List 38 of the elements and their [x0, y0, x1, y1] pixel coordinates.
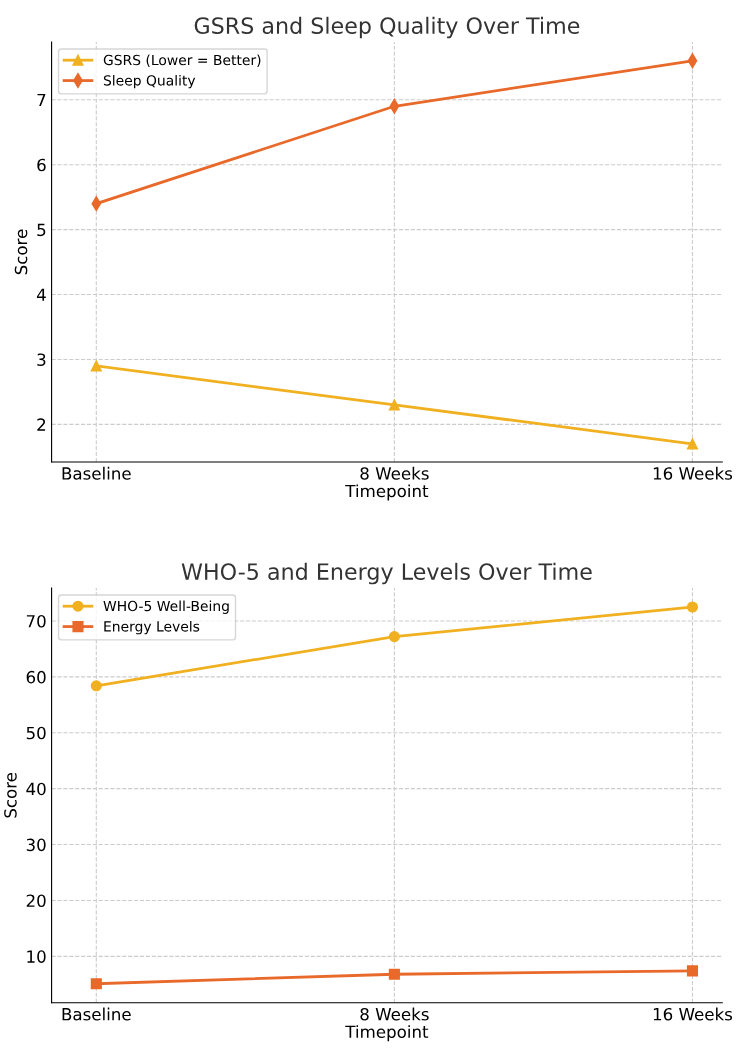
y-tick-label: 60: [26, 670, 46, 684]
point: [90, 680, 102, 692]
y-tick-label: 30: [26, 838, 46, 852]
y-tick-label: 70: [26, 614, 46, 628]
x-tick-label: 8 Weeks: [360, 1007, 429, 1021]
point: [90, 360, 102, 372]
x-tick-label: Baseline: [62, 466, 131, 480]
point: [90, 978, 102, 990]
y-axis-title: Score: [4, 772, 17, 818]
x-axis-title: Timepoint: [345, 1025, 429, 1042]
y-tick-label: 40: [26, 782, 46, 796]
y-tick-label: 10: [27, 950, 46, 963]
legend-label: Sleep Quality: [103, 74, 196, 89]
y-axis-title: Score: [14, 229, 28, 275]
x-tick-label: Baseline: [62, 1007, 131, 1021]
point: [388, 399, 400, 411]
legend-label: WHO-5 Well-Being: [103, 600, 229, 614]
y-tick-label: 6: [37, 158, 46, 172]
x-axis-title: Timepoint: [345, 484, 429, 501]
y-tick-label: 4: [36, 288, 46, 301]
x-tick-label: 16 Weeks: [653, 1007, 733, 1021]
y-tick-label: 7: [37, 93, 46, 107]
y-tick-label: 5: [37, 223, 46, 237]
legend-label: GSRS (Lower = Better): [103, 54, 261, 67]
x-tick-label: 8 Weeks: [360, 466, 429, 480]
chart-title: GSRS and Sleep Quality Over Time: [194, 16, 580, 39]
point: [388, 968, 400, 980]
chart-title: WHO-5 and Energy Levels Over Time: [181, 562, 592, 585]
y-tick-label: 50: [26, 726, 46, 740]
point: [686, 601, 699, 613]
x-tick-label: 16 Weeks: [653, 466, 733, 480]
point: [388, 631, 400, 643]
point: [686, 965, 699, 977]
point: [686, 438, 699, 450]
legend-label: Energy Levels: [104, 620, 200, 635]
y-tick-label: 2: [37, 418, 46, 431]
y-tick-label: 20: [26, 894, 46, 908]
y-tick-label: 3: [37, 353, 46, 366]
